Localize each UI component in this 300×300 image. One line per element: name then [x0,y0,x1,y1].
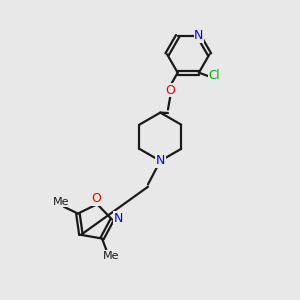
Text: Me: Me [53,197,69,207]
Text: N: N [114,212,123,225]
Text: N: N [156,154,165,167]
Text: Me: Me [103,250,120,261]
Text: N: N [194,29,204,42]
Text: O: O [91,192,101,206]
Text: Cl: Cl [209,69,220,82]
Text: O: O [165,83,175,97]
